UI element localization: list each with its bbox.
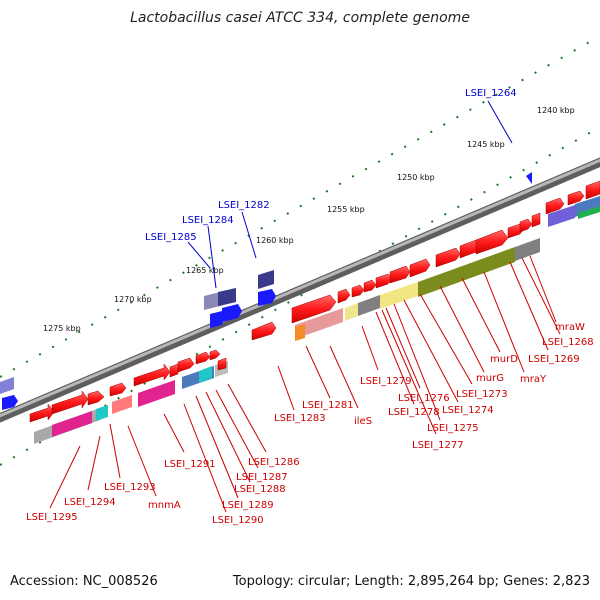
gene-label[interactable]: LSEI_1295	[26, 512, 78, 523]
gene-label[interactable]: mraY	[520, 374, 547, 385]
gene-label[interactable]: LSEI_1289	[222, 500, 274, 511]
gene-label[interactable]: mraW	[555, 322, 585, 333]
scale-label: 1260 kbp	[256, 236, 294, 245]
blue-leader-lines	[187, 100, 513, 289]
accession-text: Accession: NC_008526	[10, 574, 158, 589]
gene-label[interactable]: LSEI_1293	[104, 482, 156, 493]
gene-label[interactable]: LSEI_1281	[302, 400, 354, 411]
scale-label: 1270 kbp	[114, 295, 152, 304]
scale-labels: 1240 kbp 1245 kbp 1250 kbp 1255 kbp 1260…	[43, 106, 575, 333]
gene-label[interactable]: LSEI_1290	[212, 515, 264, 526]
blue-gene-labels: LSEI_1264 LSEI_1282 LSEI_1284 LSEI_1285	[145, 88, 517, 243]
red-gene-arrows	[29, 180, 600, 423]
gene-label[interactable]: murG	[476, 373, 504, 384]
gene-label[interactable]: LSEI_1268	[542, 337, 594, 348]
gene-label[interactable]: LSEI_1273	[456, 389, 508, 400]
gene-label[interactable]: LSEI_1282	[218, 200, 270, 211]
gene-label[interactable]: LSEI_1287	[236, 472, 288, 483]
gene-label[interactable]: LSEI_1277	[412, 440, 464, 451]
scale-label: 1250 kbp	[397, 173, 435, 182]
genome-summary-text: Topology: circular; Length: 2,895,264 bp…	[232, 574, 590, 589]
gene-label[interactable]: mnmA	[148, 500, 181, 511]
gene-label[interactable]: LSEI_1285	[145, 232, 197, 243]
scale-label: 1255 kbp	[327, 205, 365, 214]
gene-label[interactable]: LSEI_1274	[442, 405, 494, 416]
gene-label[interactable]: LSEI_1269	[528, 354, 580, 365]
gene-label[interactable]: LSEI_1288	[234, 484, 286, 495]
red-leader-lines	[49, 255, 561, 513]
gene-label[interactable]: ileS	[354, 416, 372, 427]
blue-gene-boxes	[2, 172, 532, 410]
red-gene-labels: mraW LSEI_1268 LSEI_1269 mraY murD murG …	[26, 322, 594, 526]
gene-label[interactable]: LSEI_1284	[182, 215, 234, 226]
gene-label[interactable]: LSEI_1264	[465, 88, 517, 99]
gene-label[interactable]: LSEI_1294	[64, 497, 116, 508]
gene-label[interactable]: LSEI_1278	[388, 407, 440, 418]
scale-label: 1265 kbp	[186, 266, 224, 275]
gene-label[interactable]: LSEI_1276	[398, 393, 450, 404]
gene-label[interactable]: LSEI_1291	[164, 459, 216, 470]
genome-backbone	[0, 157, 600, 423]
gene-label[interactable]: LSEI_1283	[274, 413, 326, 424]
gene-label[interactable]: LSEI_1279	[360, 376, 412, 387]
page-title: Lactobacillus casei ATCC 334, complete g…	[130, 10, 470, 26]
scale-label: 1275 kbp	[43, 324, 81, 333]
scale-track-outer	[0, 35, 600, 378]
gene-label[interactable]: LSEI_1275	[427, 423, 479, 434]
scale-label: 1240 kbp	[537, 106, 575, 115]
gene-label[interactable]: murD	[490, 354, 518, 365]
gene-label[interactable]: LSEI_1286	[248, 457, 300, 468]
scale-label: 1245 kbp	[467, 140, 505, 149]
